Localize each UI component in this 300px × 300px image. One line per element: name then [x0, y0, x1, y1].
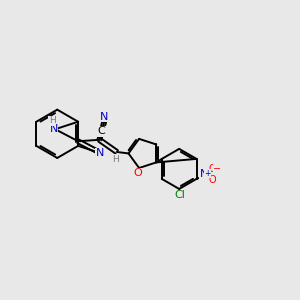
- Text: −: −: [213, 164, 221, 175]
- Text: O: O: [208, 175, 216, 184]
- Text: N: N: [50, 124, 58, 134]
- Text: Cl: Cl: [174, 190, 185, 200]
- Text: N: N: [95, 148, 104, 158]
- Text: +: +: [205, 169, 211, 178]
- Text: O: O: [133, 168, 142, 178]
- Text: N: N: [100, 112, 109, 122]
- Text: H: H: [112, 155, 119, 164]
- Text: N: N: [200, 169, 208, 179]
- Text: H: H: [49, 116, 56, 125]
- Text: C: C: [98, 126, 106, 136]
- Text: O: O: [208, 164, 216, 175]
